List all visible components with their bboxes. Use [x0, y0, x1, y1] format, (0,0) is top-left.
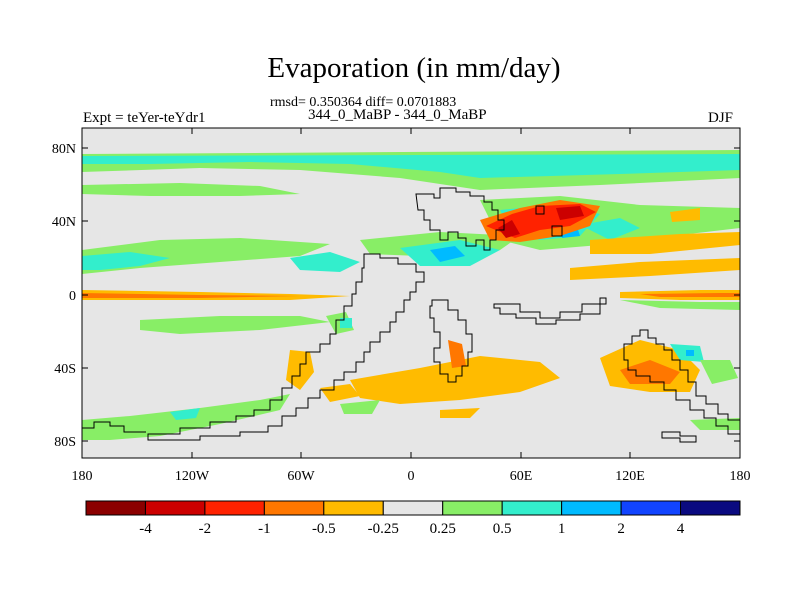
- antarctic-cyan: [170, 408, 200, 420]
- field-shading: [82, 150, 740, 440]
- nh-cyan-pacific: [82, 252, 170, 270]
- y-tick-label: 80N: [52, 142, 76, 157]
- arctic-band-cyan: [82, 154, 740, 178]
- colorbar-label: -2: [199, 521, 212, 537]
- nh-green-pacific: [82, 238, 330, 274]
- x-tick-label: 180: [72, 469, 93, 484]
- x-tick-label: 180: [730, 469, 751, 484]
- colorbar-label: -0.25: [368, 521, 399, 537]
- eq-green-south-pac: [140, 316, 330, 334]
- colorbar-label: 0.5: [493, 521, 512, 537]
- x-tick-label: 60E: [510, 469, 533, 484]
- colorbar-swatch: [442, 500, 503, 516]
- x-tick-label: 0: [408, 469, 415, 484]
- colorbar-swatch: [263, 500, 325, 516]
- colorbar-label: -4: [139, 521, 152, 537]
- colorbar-swatch: [85, 500, 146, 516]
- eq-orange-east-core: [640, 293, 740, 297]
- outline-north-continent: [415, 187, 505, 251]
- x-tick-label: 60W: [287, 469, 315, 484]
- colorbar-swatch: [382, 500, 444, 516]
- colorbar-label: 0.25: [430, 521, 456, 537]
- colorbar-swatch: [680, 500, 741, 516]
- colorbar-swatch: [561, 500, 622, 516]
- ea-darkred: [498, 220, 520, 238]
- nh-blue-atlantic: [430, 246, 465, 262]
- colorbar-swatch: [620, 500, 682, 516]
- x-tick-label: 120W: [175, 469, 210, 484]
- y-tick-label: 0: [69, 289, 76, 304]
- colorbar-swatch: [501, 500, 563, 516]
- experiment-subtitle: 344_0_MaBP - 344_0_MaBP: [308, 107, 487, 123]
- ea-cyan-2: [580, 218, 640, 240]
- nh-green-west: [82, 183, 300, 196]
- colorbar: -4 -2 -1 -0.5 -0.25 0.25 0.5 1 2 4: [85, 500, 741, 537]
- outline-south-peninsula: [82, 421, 146, 433]
- outline-island-east: [535, 205, 545, 215]
- outline-small-island: [661, 431, 697, 443]
- y-tick-label: 80S: [54, 435, 76, 450]
- ea-darkred-2: [556, 206, 584, 220]
- outline-middle-continent: [429, 299, 473, 383]
- colorbar-label: -1: [258, 521, 271, 537]
- y-tick-label: 40S: [54, 362, 76, 377]
- outline-island-east-2: [551, 225, 563, 237]
- axis-ticks: [81, 128, 741, 458]
- colorbar-swatch: [144, 500, 206, 516]
- outline-west-continent: [147, 253, 425, 441]
- sh-green-south: [340, 400, 380, 414]
- colorbar-label: 4: [677, 521, 685, 537]
- sh-orange-africa: [448, 340, 466, 368]
- map-title: Evaporation (in mm/day): [267, 52, 561, 84]
- sh-orange-west-2: [320, 384, 360, 402]
- colorbar-swatch: [204, 500, 265, 516]
- x-tick-label: 120E: [615, 469, 645, 484]
- colorbar-label: 1: [558, 521, 566, 537]
- colorbar-label: 2: [617, 521, 625, 537]
- ea-orange-patch: [670, 208, 700, 222]
- ea-orange-band: [590, 232, 740, 254]
- eq-orange-west-core: [82, 293, 300, 298]
- continent-outlines: [82, 187, 740, 443]
- experiment-label: Expt = teYer-teYdr1: [83, 110, 206, 126]
- ea-orange-band-2: [570, 258, 740, 280]
- rmsd-label: rmsd= 0.350364 diff= 0.0701883: [270, 95, 457, 110]
- colorbar-swatch: [323, 500, 384, 516]
- y-tick-label: 40N: [52, 215, 76, 230]
- nh-cyan-west: [290, 252, 360, 272]
- outline-southeast: [623, 329, 740, 435]
- sh-darkorange-aus: [620, 360, 680, 384]
- sh-orange-south: [440, 408, 480, 418]
- season-label: DJF: [708, 110, 734, 126]
- sh-blue-aus: [686, 350, 694, 356]
- sh-green-aus: [700, 360, 738, 384]
- sh-orange-main: [350, 356, 560, 404]
- outline-east-coast: [493, 297, 607, 325]
- colorbar-label: -0.5: [312, 521, 336, 537]
- eq-green-east: [620, 300, 740, 310]
